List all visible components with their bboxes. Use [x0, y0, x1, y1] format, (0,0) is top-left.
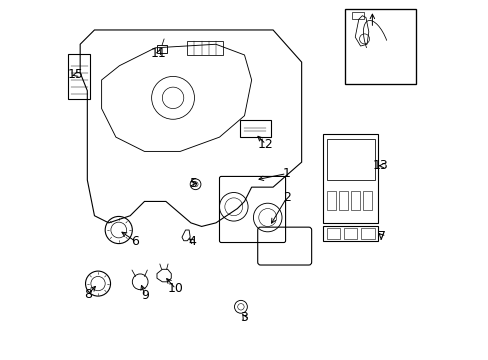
Text: 13: 13 — [371, 159, 387, 172]
Text: 12: 12 — [258, 138, 273, 151]
Text: 2: 2 — [282, 192, 290, 204]
Text: 7: 7 — [377, 230, 385, 243]
Bar — [363, 191, 371, 210]
Bar — [338, 191, 347, 210]
Text: 8: 8 — [84, 288, 92, 301]
Text: 15: 15 — [68, 68, 83, 81]
Bar — [360, 228, 374, 239]
Bar — [187, 41, 223, 55]
Bar — [326, 139, 374, 180]
Text: 10: 10 — [168, 283, 183, 296]
Bar — [326, 191, 335, 210]
Text: 9: 9 — [141, 289, 149, 302]
Bar — [343, 228, 357, 239]
Text: 1: 1 — [282, 167, 290, 180]
Text: 4: 4 — [188, 235, 196, 248]
Text: 11: 11 — [151, 47, 166, 60]
Text: 6: 6 — [131, 235, 139, 248]
Bar — [344, 9, 415, 84]
Bar — [351, 12, 364, 19]
Bar — [326, 228, 340, 239]
Text: 14: 14 — [364, 22, 380, 35]
Bar — [350, 191, 359, 210]
Text: 5: 5 — [189, 177, 197, 190]
Text: 3: 3 — [240, 311, 248, 324]
